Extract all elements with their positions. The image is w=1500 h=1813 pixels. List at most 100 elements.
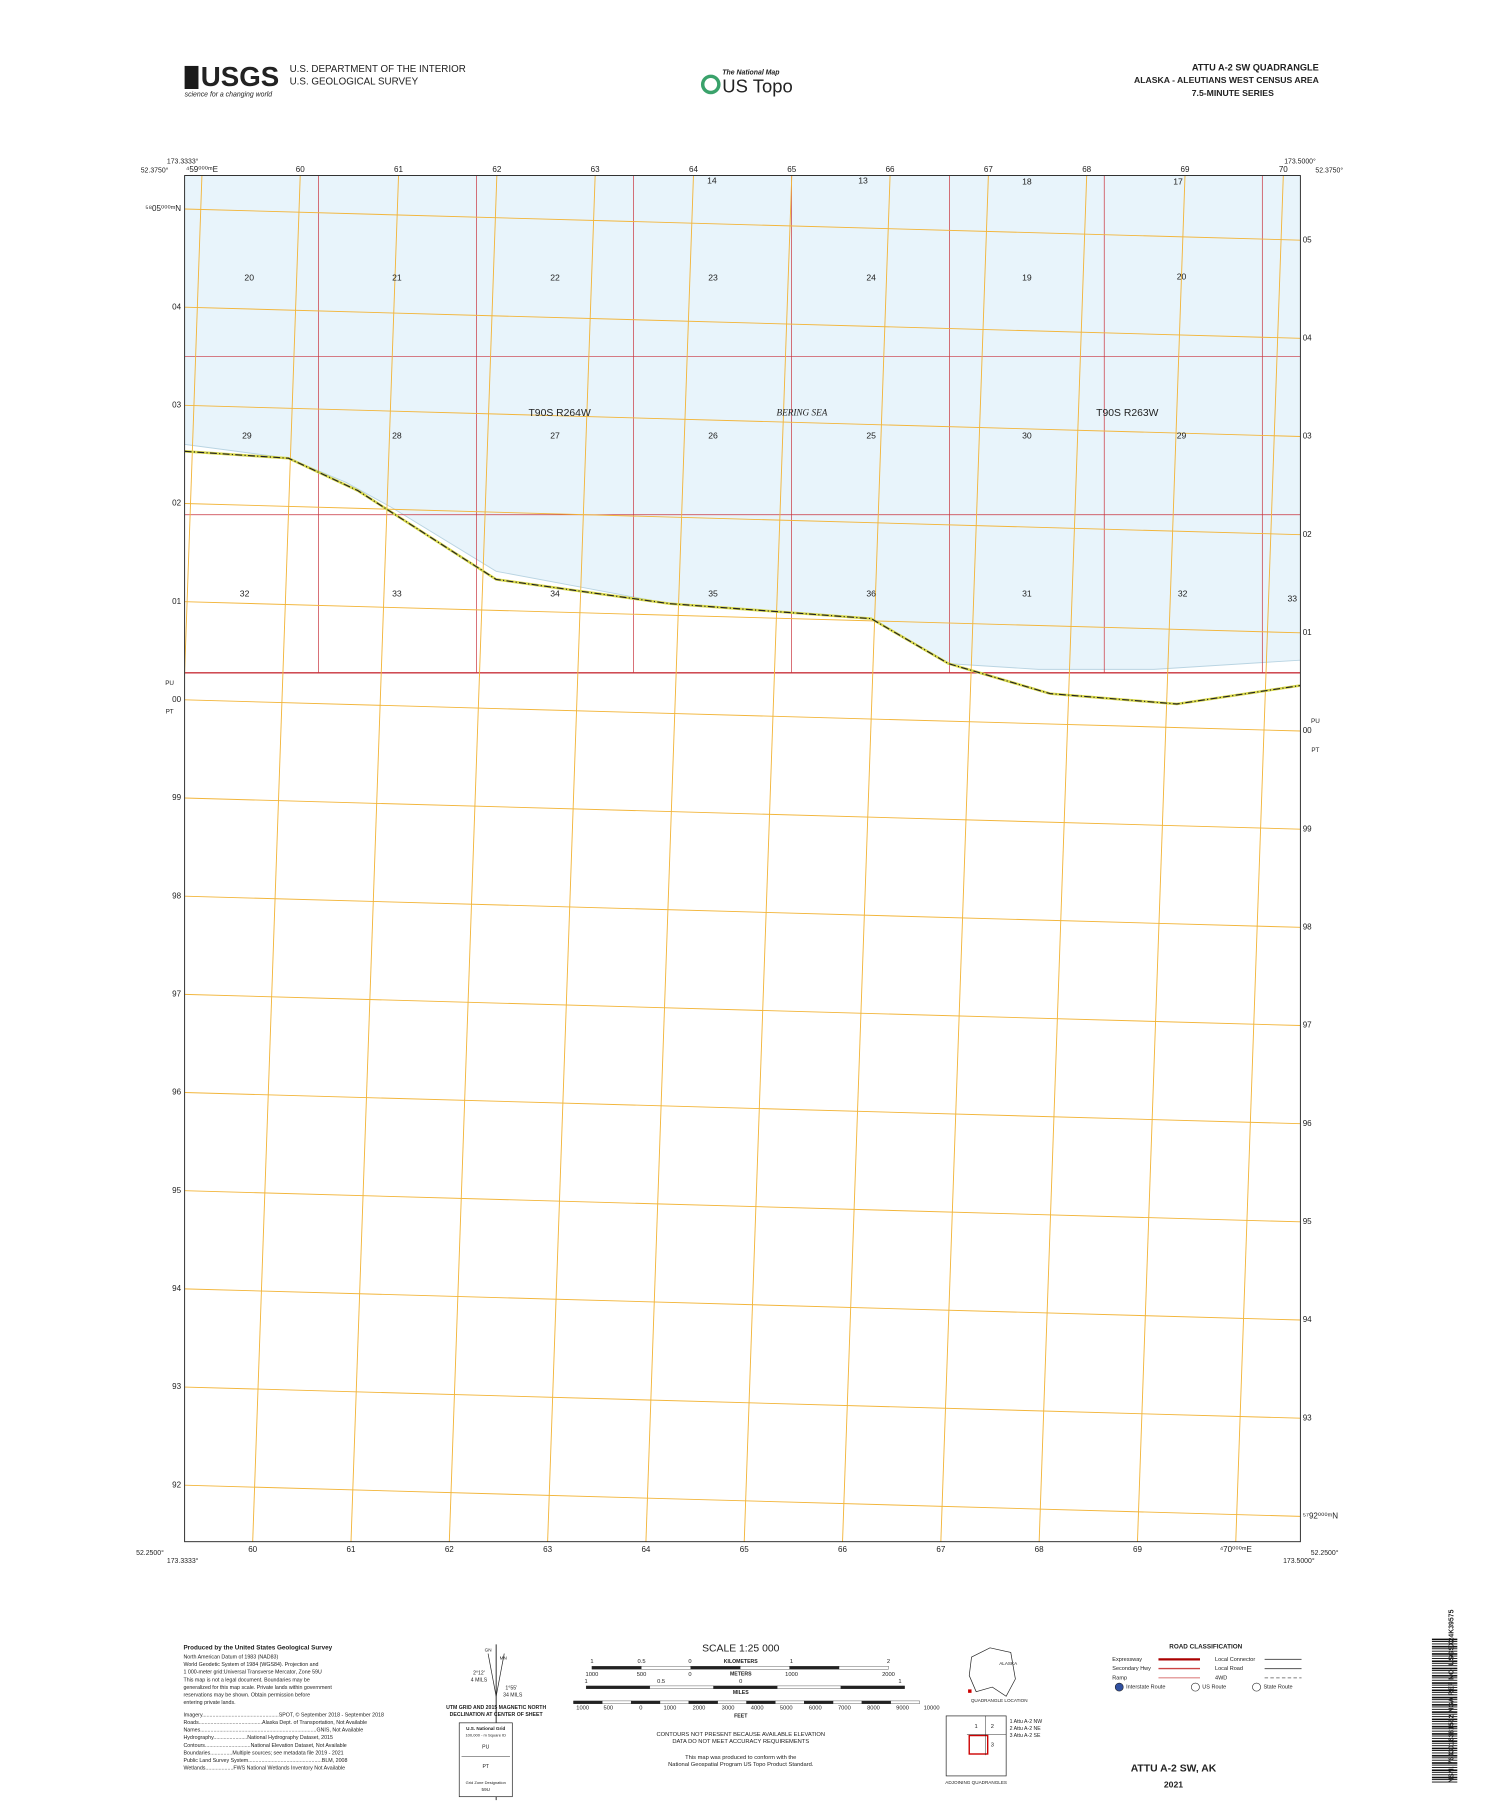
usng-zone: PU <box>482 1744 489 1750</box>
barcode-bar <box>1431 1716 1458 1718</box>
utm-easting-line <box>252 175 301 1542</box>
utm-northing-line <box>184 699 1301 732</box>
barcode-bar <box>1431 1733 1458 1735</box>
usgs-logo: USGS <box>201 61 279 92</box>
section-number: 35 <box>708 589 718 599</box>
utm-easting-line <box>350 175 399 1542</box>
easting-label: 66 <box>838 1545 847 1554</box>
barcode-bar <box>1431 1674 1458 1677</box>
road-class: Local Connector <box>1215 1657 1255 1663</box>
easting-label: 64 <box>689 165 698 174</box>
barcode-bar <box>1431 1740 1458 1742</box>
barcode-bar <box>1431 1665 1458 1667</box>
barcode-bar <box>1431 1679 1458 1681</box>
route-shield <box>1252 1682 1261 1692</box>
northing-label: 95 <box>1303 1217 1312 1226</box>
standard-note: National Geospatial Program US Topo Prod… <box>668 1762 814 1768</box>
scale-segment <box>573 1700 603 1704</box>
inset-caption: QUADRANGLE LOCATION <box>971 1698 1028 1703</box>
northing-label: 02 <box>172 499 181 508</box>
barcode-bar <box>1431 1708 1458 1710</box>
section-number: 31 <box>1022 589 1032 599</box>
zone-label: PU <box>165 680 174 687</box>
section-number: 13 <box>858 176 868 186</box>
barcode-bar <box>1431 1750 1458 1751</box>
utm-northing-line <box>184 306 1301 339</box>
scale-segment <box>775 1700 805 1704</box>
scale-segment <box>690 1666 741 1670</box>
northing-label: 97 <box>1303 1021 1312 1030</box>
easting-label: 67 <box>984 165 993 174</box>
scale-label: 9000 <box>896 1705 909 1711</box>
adjoining-cell: 1 <box>975 1724 978 1730</box>
scale-segment <box>717 1700 747 1704</box>
scale-label: 0 <box>639 1705 642 1711</box>
scale-label: 1 <box>590 1659 593 1665</box>
utm-northing-line <box>184 993 1301 1026</box>
adjoining-box <box>945 1715 1007 1777</box>
easting-label: 69 <box>1181 165 1190 174</box>
utm-northing-line <box>184 601 1301 634</box>
scale-segment <box>630 1700 661 1704</box>
barcode-bar <box>1431 1725 1458 1728</box>
northing-label: 93 <box>172 1382 181 1391</box>
usng-title: U.S. National Grid <box>466 1726 505 1731</box>
northing-label: 99 <box>1303 824 1312 833</box>
section-number: 27 <box>550 431 560 441</box>
credit-line: Roads...................................… <box>183 1720 367 1726</box>
utm-northing-line <box>184 503 1301 536</box>
section-number: 22 <box>550 273 560 283</box>
scale-segment <box>602 1700 632 1704</box>
utm-northing-line <box>184 208 1301 241</box>
easting-label: 66 <box>886 165 895 174</box>
barcode-bar <box>1431 1638 1458 1641</box>
magnetic-north <box>495 1653 505 1697</box>
section-number: 33 <box>1287 593 1297 603</box>
barcode-bar <box>1431 1735 1458 1737</box>
scale-label: 0.5 <box>638 1659 646 1665</box>
scale-segment <box>890 1700 920 1704</box>
barcode-bar <box>1431 1730 1458 1732</box>
scale-label: 1 <box>790 1659 793 1665</box>
contour-note: DATA DO NOT MEET ACCURACY REQUIREMENTS <box>672 1739 809 1745</box>
adjoining-name: 2 Attu A-2 NE <box>1010 1726 1042 1732</box>
barcode-bar <box>1431 1701 1458 1703</box>
credit-line: 1 000-meter grid:Universal Transverse Me… <box>183 1670 322 1676</box>
barcode-bar <box>1431 1694 1458 1696</box>
corner-label: 173.3333° <box>167 158 199 166</box>
northing-label: 03 <box>1303 432 1312 441</box>
barcode-bar <box>1431 1684 1458 1686</box>
usng-sub: 100,000 - m Square ID <box>465 1733 506 1738</box>
northing-label: 99 <box>172 793 181 802</box>
easting-label: 64 <box>641 1545 650 1554</box>
utm-northing-line <box>184 797 1301 830</box>
utm-northing-line <box>184 1190 1301 1223</box>
section-number: 14 <box>707 176 717 186</box>
barcode-bar <box>1431 1672 1458 1674</box>
section-number: 18 <box>1022 177 1032 187</box>
northing-label: 02 <box>1303 530 1312 539</box>
section-number: 24 <box>866 273 876 283</box>
usng-box <box>458 1722 513 1798</box>
corner-label: 173.3333° <box>167 1557 199 1565</box>
section-number: 23 <box>708 273 718 283</box>
usgs-tagline: science for a changing world <box>185 92 274 99</box>
scale-segment <box>838 1666 889 1670</box>
northing-label: 92 <box>172 1480 181 1489</box>
gzd: 59U <box>482 1787 490 1792</box>
easting-label: 68 <box>1035 1545 1044 1554</box>
northing-label: 00 <box>172 695 181 704</box>
barcode-bar <box>1431 1706 1458 1708</box>
township-label: T90S R264W <box>528 408 590 419</box>
barcode-bar <box>1431 1704 1458 1706</box>
scale-label: 1000 <box>586 1672 599 1678</box>
map-body <box>184 175 1301 1542</box>
northing-label: 94 <box>172 1284 181 1293</box>
easting-label: ⁴70⁰⁰⁰ᵐE <box>1220 1545 1253 1554</box>
scale-label: 10000 <box>924 1705 940 1711</box>
barcode-bar <box>1431 1677 1458 1679</box>
topo-icon <box>700 74 721 95</box>
northing-label: 97 <box>172 989 181 998</box>
section-number: 21 <box>392 273 402 283</box>
barcode-bar <box>1431 1658 1458 1659</box>
